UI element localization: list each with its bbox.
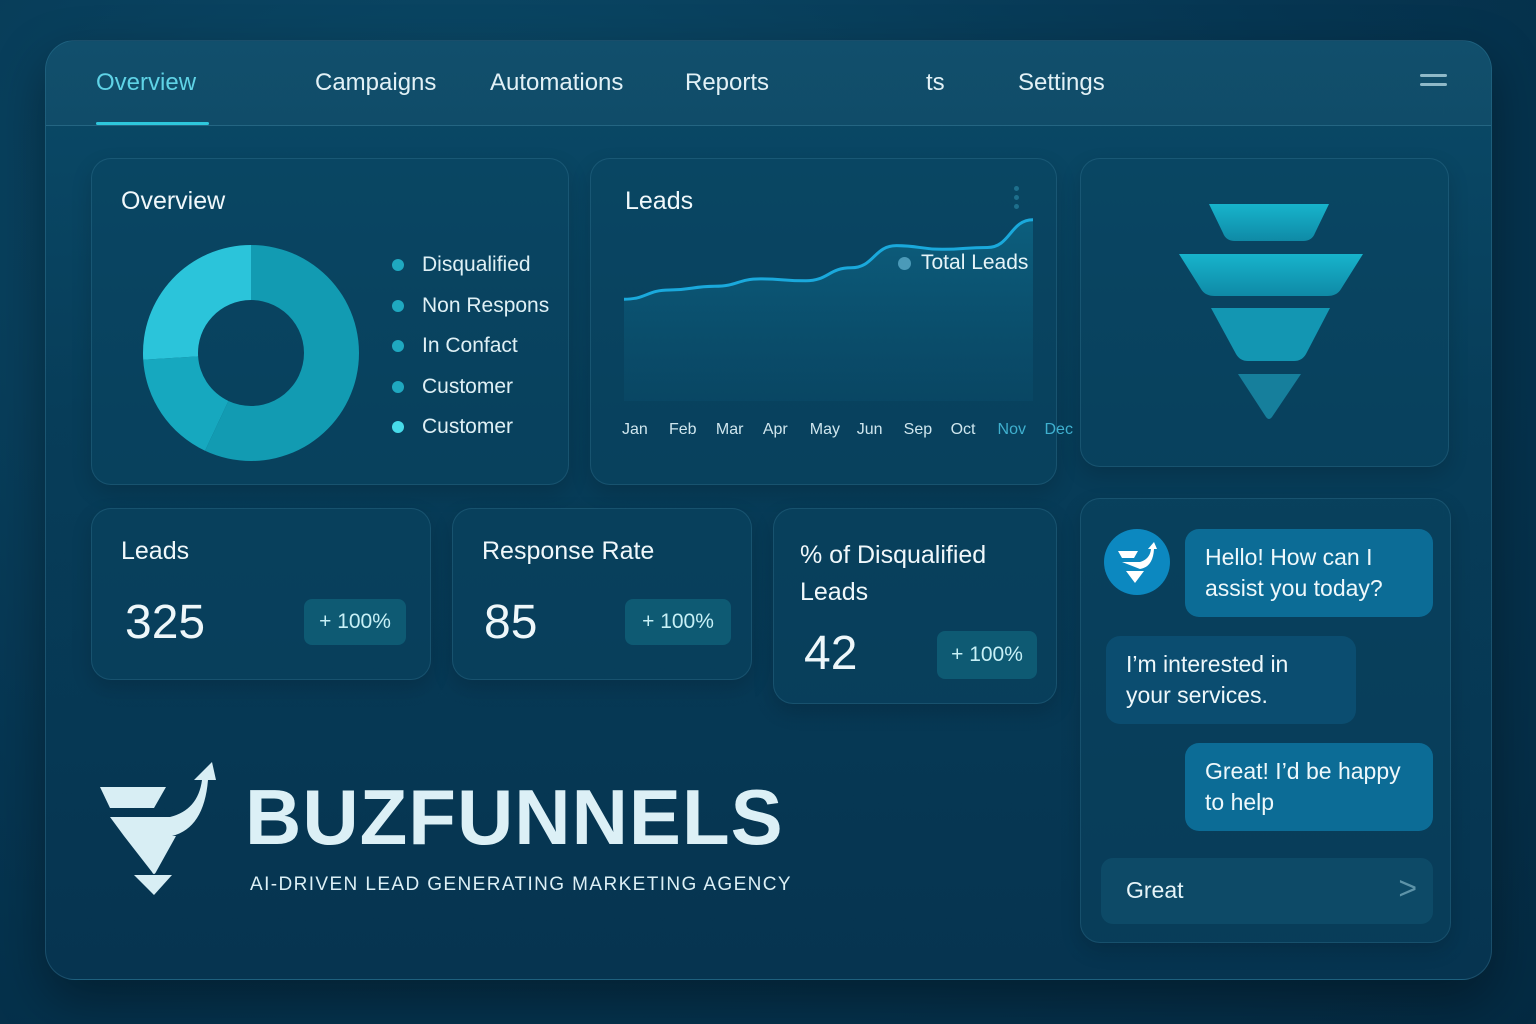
kpi-change-badge: + 100% — [937, 631, 1037, 679]
legend-dot — [392, 380, 404, 393]
legend-item: Customer — [392, 367, 549, 408]
card-title: Overview — [121, 187, 226, 215]
brand-name: BUZFUNNELS — [245, 773, 784, 861]
bot-avatar — [1104, 529, 1170, 595]
x-tick-label: Jun — [856, 421, 883, 438]
legend-item: Customer — [392, 407, 549, 448]
kpi-value: 42 — [804, 627, 858, 680]
legend-dot — [898, 256, 911, 270]
kpi-card-disqualified: % of Disqualified Leads 42 + 100% — [773, 508, 1057, 704]
funnel-icon — [1179, 204, 1363, 419]
dashboard-window: Overview Campaigns Automations Reports t… — [45, 40, 1492, 980]
brand-tagline: AI-DRIVEN LEAD GENERATING MARKETING AGEN… — [250, 874, 792, 895]
x-tick-label: Nov — [997, 421, 1026, 438]
legend-dot — [392, 340, 404, 353]
kpi-card-response-rate: Response Rate 85 + 100% — [452, 508, 752, 680]
legend-item: Non Respons — [392, 286, 549, 327]
donut-segment — [205, 245, 359, 461]
chat-card: Hello! How can I assist you today? I’m i… — [1080, 498, 1451, 943]
tab-reports[interactable]: Reports — [685, 69, 770, 96]
legend-label: Customer — [422, 374, 514, 398]
x-tick-label: Oct — [950, 421, 976, 438]
chat-input-value: Great — [1126, 877, 1184, 903]
tab-automations[interactable]: Automations — [490, 69, 624, 96]
series-line-total-leads — [623, 218, 1034, 301]
tab-ts[interactable]: ts — [926, 69, 945, 96]
area-fill — [624, 219, 1033, 401]
send-chevron-icon[interactable]: > — [1398, 870, 1417, 906]
kpi-value: 325 — [125, 596, 206, 649]
legend-dot — [392, 299, 404, 312]
chart-legend: Total Leads — [898, 251, 1028, 275]
legend-dot — [392, 259, 404, 272]
chat-message-bot: Hello! How can I assist you today? — [1185, 529, 1433, 617]
legend-label: In Confact — [422, 334, 518, 358]
legend-label: Non Respons — [422, 293, 550, 317]
kpi-card-leads: Leads 325 + 100% — [91, 508, 431, 680]
more-options-icon[interactable] — [1014, 186, 1019, 209]
tab-settings[interactable]: Settings — [1018, 69, 1105, 96]
overview-card: Overview Disqualified Non Respons In Con… — [91, 158, 569, 485]
kpi-title: % of Disqualified Leads — [800, 541, 987, 606]
legend-dot — [392, 421, 404, 434]
x-tick-label: Sep — [903, 421, 933, 438]
leads-chart-card: Leads Total Leads Jan Feb Mar Apr May Jun Sep O… — [590, 158, 1073, 485]
legend-item: Disqualified — [392, 245, 549, 286]
legend-label: Customer — [422, 415, 514, 439]
legend-item: In Confact — [392, 326, 549, 367]
chat-input[interactable]: Great > — [1101, 858, 1433, 924]
top-nav: Overview Campaigns Automations Reports t… — [46, 41, 1491, 126]
legend-label: Disqualified — [422, 253, 531, 277]
donut-chart — [143, 245, 359, 461]
x-tick-label: Mar — [715, 421, 744, 438]
card-title: Leads — [625, 187, 694, 215]
kpi-change-badge: + 100% — [625, 599, 731, 645]
kpi-change-badge: + 100% — [304, 599, 406, 645]
x-tick-label: Dec — [1044, 421, 1073, 438]
funnel-card — [1080, 158, 1449, 467]
kpi-title: Response Rate — [482, 537, 655, 565]
chat-message-user: I’m interested in your services. — [1106, 636, 1356, 724]
tab-overview[interactable]: Overview — [96, 69, 197, 96]
menu-icon[interactable] — [1420, 74, 1447, 92]
x-tick-label: May — [809, 421, 840, 438]
kpi-value: 85 — [484, 596, 538, 649]
donut-segment — [143, 356, 229, 451]
buzfunnels-logo-icon — [100, 762, 216, 895]
donut-segment — [143, 245, 251, 360]
active-tab-indicator — [96, 122, 209, 125]
legend-label: Total Leads — [921, 251, 1029, 274]
x-tick-label: Feb — [668, 421, 697, 438]
funnel-logo-icon — [1118, 542, 1157, 583]
chat-message-bot: Great! I’d be happy to help — [1185, 743, 1433, 831]
x-tick-label: Jan — [622, 421, 648, 438]
donut-legend: Disqualified Non Respons In Confact Cust… — [392, 245, 549, 448]
kpi-title: Leads — [121, 537, 190, 565]
x-tick-label: Apr — [762, 421, 788, 438]
tab-campaigns[interactable]: Campaigns — [315, 69, 437, 96]
leads-line-chart — [623, 218, 1034, 401]
